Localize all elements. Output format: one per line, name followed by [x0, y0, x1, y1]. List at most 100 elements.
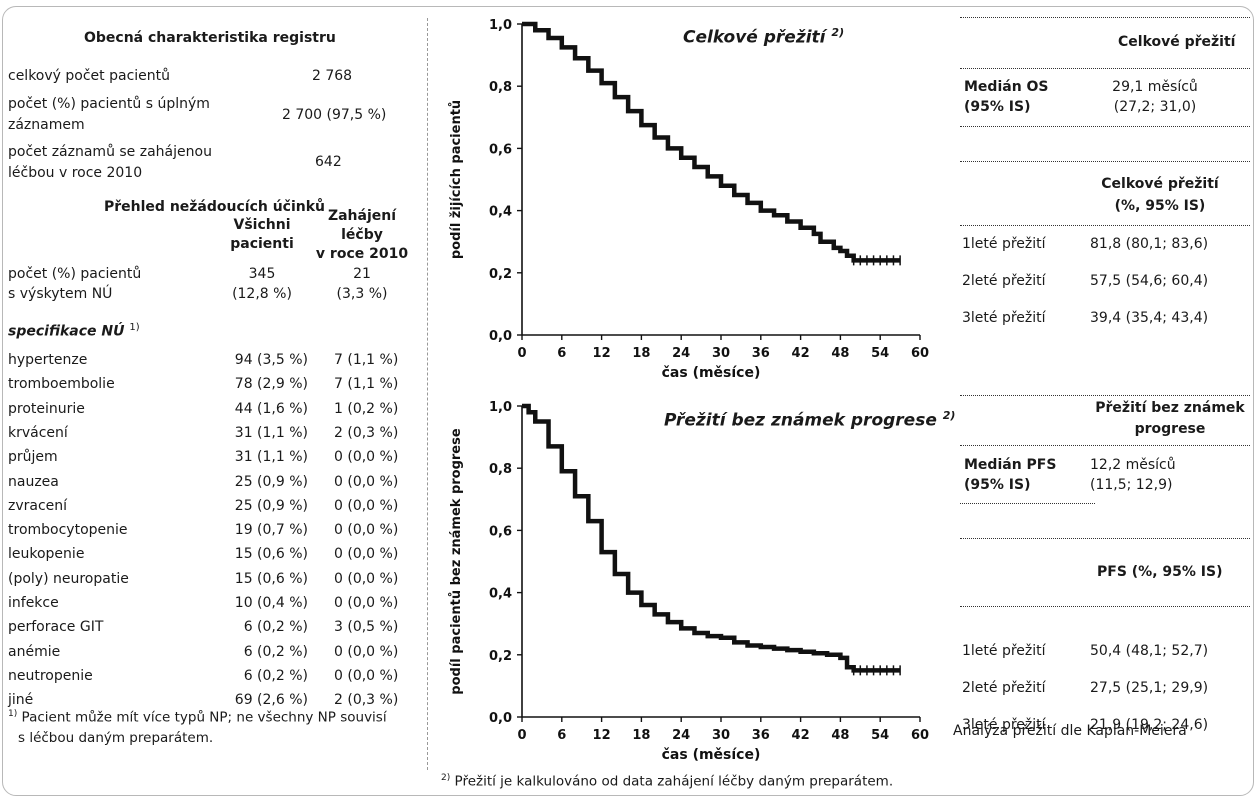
pfs-rate-label: 1leté přežití [962, 643, 1046, 659]
adverse-summary-label-1: počet (%) pacientů [8, 266, 142, 282]
adverse-summary-col2-1: 21 [353, 266, 371, 282]
os-x-tick-label: 18 [632, 346, 650, 361]
adverse-row-2010: 0 (0,0 %) [334, 570, 399, 587]
pfs-y-tick-label: 0,6 [489, 524, 512, 539]
os-x-tick-label: 48 [831, 346, 849, 361]
adverse-row-2010: 0 (0,0 %) [334, 449, 399, 466]
pfs-x-tick-label: 12 [593, 728, 611, 743]
adverse-row-2010: 7 (1,1 %) [334, 352, 399, 368]
pfs-x-tick-label: 18 [632, 728, 650, 743]
os-table-rule-4 [960, 225, 1250, 226]
adverse-row-all: 31 (1,1 %) [234, 449, 308, 466]
adverse-row-name: nauzea [8, 473, 59, 490]
adverse-row-all: 19 (0,7 %) [234, 522, 308, 539]
adverse-row-all: 78 (2,9 %) [234, 376, 308, 393]
adverse-row-2010: 0 (0,0 %) [334, 667, 399, 684]
os-rate-header-1: Celkové přežití [1101, 176, 1219, 192]
os-median-label-1: Medián OS [964, 79, 1049, 95]
adverse-row-2010: 0 (0,0 %) [334, 473, 399, 490]
pfs-y-tick-label: 0,8 [489, 462, 512, 477]
adverse-title: Přehled nežádoucích účinků [104, 199, 326, 215]
registry-value-total: 2 768 [312, 68, 353, 84]
adverse-col1-header-1: Všichni [233, 217, 291, 233]
adverse-spec-label: specifikace NÚ 1) [8, 322, 140, 340]
pfs-table-rule-top [960, 395, 1250, 396]
os-y-tick-label: 0,0 [489, 329, 512, 344]
adverse-row-name: tromboembolie [8, 376, 115, 393]
pfs-y-axis-label: podíl pacientů bez známek progrese [449, 428, 464, 695]
os-rate-value: 81,8 (80,1; 83,6) [1090, 236, 1209, 252]
pfs-x-tick-label: 30 [712, 728, 730, 743]
adverse-row-all: 15 (0,6 %) [234, 546, 308, 563]
adverse-row-name: hypertenze [8, 352, 88, 368]
os-x-tick-label: 36 [752, 346, 770, 361]
os-y-tick-label: 1,0 [489, 18, 512, 33]
adverse-row-all: 10 (0,4 %) [234, 595, 308, 611]
adverse-row-name: infekce [8, 595, 59, 611]
pfs-chart-title: Přežití bez známek progrese 2) [664, 409, 956, 431]
pfs-y-tick-label: 0,2 [489, 649, 512, 664]
pfs-x-tick-label: 60 [911, 728, 929, 743]
adverse-row-name: krvácení [8, 424, 68, 441]
adverse-row-name: průjem [8, 449, 58, 466]
pfs-y-tick-label: 1,0 [489, 400, 512, 415]
os-rate-value: 39,4 (35,4; 43,4) [1090, 310, 1209, 326]
adverse-row-all: 6 (0,2 %) [243, 643, 308, 660]
os-median-value-2: (27,2; 31,0) [1113, 99, 1197, 115]
adverse-row-name: zvracení [8, 497, 68, 514]
os-table-header: Celkové přežití [1118, 34, 1236, 50]
os-table-rule-2 [960, 126, 1250, 127]
adverse-row-2010: 2 (0,3 %) [334, 424, 399, 441]
adverse-row-2010: 7 (1,1 %) [334, 376, 399, 393]
survival-footnote-sup: 2) [441, 773, 451, 783]
adverse-row-2010: 0 (0,0 %) [334, 643, 399, 660]
adverse-row-all: 44 (1,6 %) [234, 400, 308, 417]
pfs-table-rule-3 [960, 538, 1250, 539]
adverse-summary-col1-2: (12,8 %) [232, 286, 292, 302]
adverse-row-name: (poly) neuropatie [8, 570, 129, 587]
os-x-tick-label: 6 [557, 346, 566, 361]
os-median-label-2: (95% IS) [964, 99, 1031, 115]
pfs-x-tick-label: 54 [871, 728, 889, 743]
adverse-row-2010: 0 (0,0 %) [334, 595, 399, 611]
adverse-row-2010: 0 (0,0 %) [334, 522, 399, 539]
adverse-row-2010: 3 (0,5 %) [334, 619, 399, 636]
pfs-table-header-2: progrese [1134, 421, 1206, 437]
adverse-row-2010: 1 (0,2 %) [334, 400, 399, 417]
registry-title: Obecná charakteristika registru [84, 30, 336, 46]
adverse-row-all: 94 (3,5 %) [234, 352, 308, 368]
os-x-tick-label: 12 [593, 346, 611, 361]
os-chart: 0,0 0,2 0,4 0,6 0,8 1,0 0 6 12 18 24 30 36 42 48 54 60 ča… [449, 18, 929, 381]
pfs-chart-title-sup: 2) [942, 409, 956, 422]
os-chart-title-sup: 2) [831, 26, 845, 39]
pfs-table-rule-1 [960, 445, 1250, 446]
os-x-axis-label: čas (měsíce) [662, 365, 761, 381]
pfs-rate-label: 3leté přežití [962, 717, 1046, 733]
os-x-tick-label: 42 [792, 346, 810, 361]
adverse-row-name: trombocytopenie [8, 522, 128, 539]
pfs-median-label-1: Medián PFS [964, 457, 1057, 473]
adverse-row-all: 31 (1,1 %) [234, 424, 308, 441]
pfs-rate-value: 27,5 (25,1; 29,9) [1090, 680, 1209, 696]
adverse-row-2010: 0 (0,0 %) [334, 546, 399, 563]
registry-value-complete: 2 700 (97,5 %) [282, 107, 387, 123]
adverse-row-2010: 2 (0,3 %) [334, 692, 399, 709]
pfs-table-rule-4 [960, 606, 1250, 607]
registry-label-total: celkový počet pacientů [8, 68, 170, 84]
os-table-rule-1 [960, 68, 1250, 69]
os-x-tick-label: 24 [672, 346, 690, 361]
adverse-col1-header-2: pacienti [230, 236, 294, 252]
os-y-tick-label: 0,8 [489, 80, 512, 95]
adverse-footnote-2: s léčbou daným preparátem. [18, 730, 214, 746]
figure-frame [2, 6, 1254, 796]
adverse-row-all: 25 (0,9 %) [234, 473, 308, 490]
pfs-y-tick-label: 0,0 [489, 711, 512, 726]
adverse-row-name: leukopenie [8, 546, 85, 563]
analysis-note: Analýza přežití dle Kaplan-Meiera [953, 723, 1187, 739]
adverse-spec-sup: 1) [129, 322, 140, 333]
pfs-x-tick-label: 36 [752, 728, 770, 743]
os-rate-header-2: (%, 95% IS) [1114, 198, 1206, 214]
os-median-value-1: 29,1 měsíců [1112, 79, 1198, 95]
pfs-x-tick-label: 24 [672, 728, 690, 743]
os-y-axis-label: podíl žijících pacientů [449, 100, 464, 259]
